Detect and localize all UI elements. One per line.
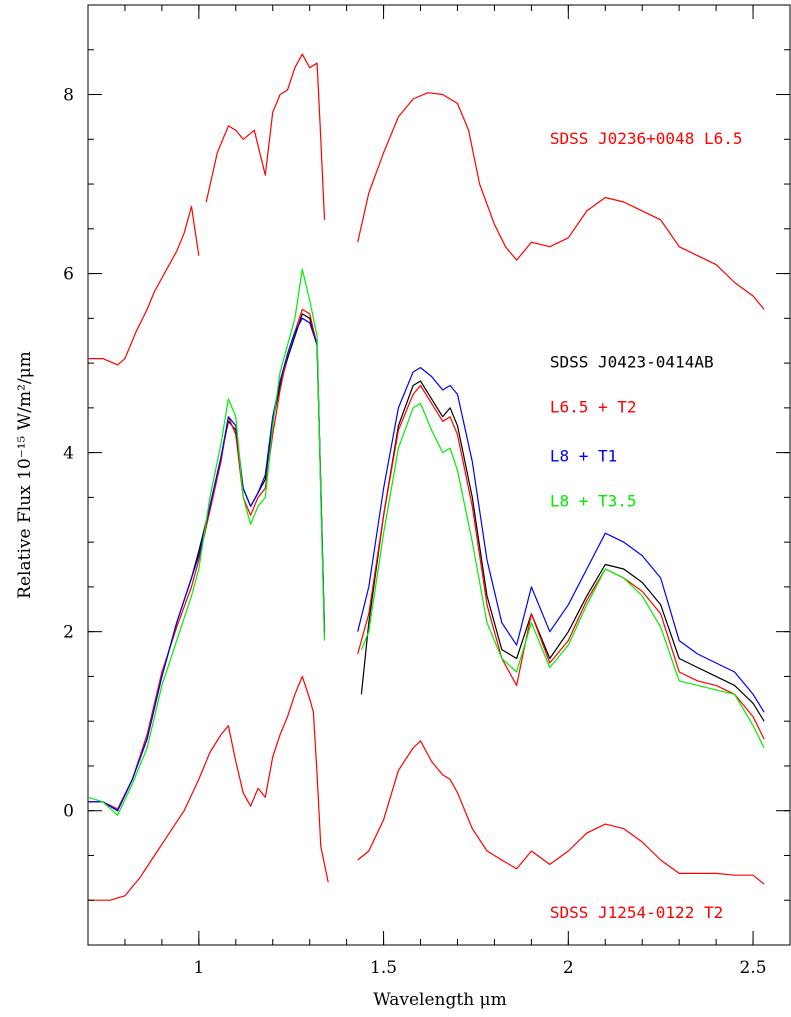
y-tick-label: 2 bbox=[63, 623, 74, 643]
series-0 bbox=[88, 53, 765, 366]
x-tick-label: 2.5 bbox=[740, 958, 767, 978]
x-axis-label: Wavelength μm bbox=[373, 990, 506, 1010]
series-line bbox=[357, 367, 765, 713]
series-1 bbox=[88, 313, 765, 812]
series-5 bbox=[88, 675, 765, 901]
series-line bbox=[88, 675, 329, 901]
axes-layer: 1 1.5 2 2.5 0 2 4 6 8 bbox=[63, 4, 791, 978]
series-line bbox=[357, 384, 765, 740]
series-line bbox=[88, 317, 326, 812]
series-annotation: L8 + T1 bbox=[550, 447, 617, 466]
series-layer bbox=[87, 53, 765, 901]
annotation-layer: SDSS J0236+0048 L6.5 SDSS J0423-0414AB L6.… bbox=[550, 129, 743, 922]
plot-frame bbox=[87, 4, 791, 946]
series-line bbox=[357, 740, 765, 885]
series-annotation: L6.5 + T2 bbox=[550, 397, 637, 416]
series-3 bbox=[88, 317, 765, 812]
series-line bbox=[360, 380, 765, 722]
series-line bbox=[88, 308, 326, 810]
x-tick-label: 1.5 bbox=[370, 958, 397, 978]
series-line bbox=[205, 53, 326, 220]
x-tick-label: 1 bbox=[193, 958, 204, 978]
plot-area bbox=[87, 4, 791, 946]
series-line bbox=[87, 268, 326, 816]
y-tick-label: 0 bbox=[63, 802, 74, 822]
y-tick-label: 8 bbox=[63, 86, 74, 106]
series-2 bbox=[88, 308, 765, 810]
series-line bbox=[88, 205, 200, 366]
series-line bbox=[360, 402, 765, 749]
series-line bbox=[357, 92, 765, 310]
series-annotation: SDSS J1254-0122 T2 bbox=[550, 903, 723, 922]
series-annotation: L8 + T3.5 bbox=[550, 491, 637, 510]
series-4 bbox=[87, 268, 765, 816]
y-tick-label: 4 bbox=[63, 444, 74, 464]
x-tick-label: 2 bbox=[563, 958, 574, 978]
series-annotation: SDSS J0236+0048 L6.5 bbox=[550, 129, 743, 148]
y-tick-label: 6 bbox=[63, 265, 74, 285]
series-line bbox=[88, 313, 326, 812]
series-annotation: SDSS J0423-0414AB bbox=[550, 353, 714, 372]
y-axis-label: Relative Flux 10⁻¹⁵ W/m²/μm bbox=[15, 351, 35, 599]
